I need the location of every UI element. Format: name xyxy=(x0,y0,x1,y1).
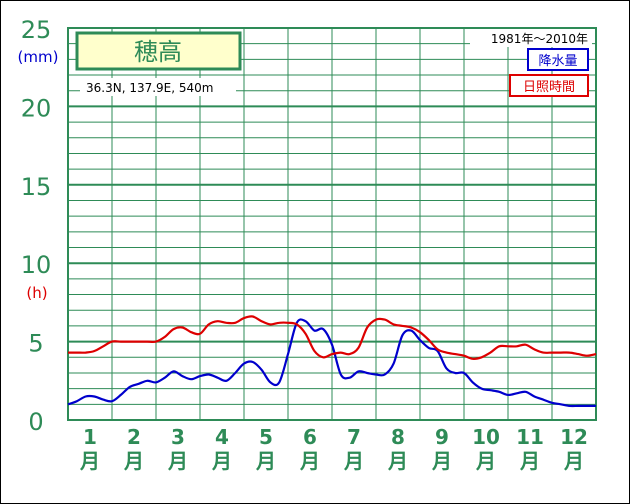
precip-unit-label: (mm) xyxy=(18,48,59,66)
legend-sunshine-box xyxy=(509,74,589,97)
x-tick-label: 10 月 xyxy=(472,425,500,473)
y-tick-label: 10 xyxy=(21,251,52,279)
x-tick-label: 12 月 xyxy=(560,425,588,473)
grid xyxy=(67,27,597,421)
legend-precip-box xyxy=(527,48,589,71)
x-tick-label: 11 月 xyxy=(516,425,544,473)
y-tick-label: 0 xyxy=(28,408,43,436)
sunshine-line xyxy=(68,315,597,360)
station-name: 穂高 xyxy=(134,38,182,66)
period-label: 1981年〜2010年 xyxy=(491,32,588,46)
y-tick-label: 20 xyxy=(21,94,52,122)
y-tick-label: 5 xyxy=(28,330,43,358)
location-bg xyxy=(80,78,236,96)
y-axis: 0 5 10 15 20 25 xyxy=(21,16,52,436)
y-tick-label: 25 xyxy=(21,16,52,44)
period-bg xyxy=(470,29,592,47)
series-lines xyxy=(67,315,597,408)
x-axis: 1 月 2 月 3 月 4 月 5 月 6 月 7 月 8 月 9 月 10 月 11 月 12 月 xyxy=(79,425,588,473)
sunshine-unit-label: (h) xyxy=(26,284,47,302)
precipitation-line xyxy=(67,318,596,408)
station-title-box xyxy=(75,31,242,71)
y-tick-label: 15 xyxy=(21,173,52,201)
legend-sunshine-label: 日照時間 xyxy=(523,80,575,95)
legend-precip-label: 降水量 xyxy=(538,54,577,69)
station-location: 36.3N, 137.9E, 540m xyxy=(86,81,213,95)
